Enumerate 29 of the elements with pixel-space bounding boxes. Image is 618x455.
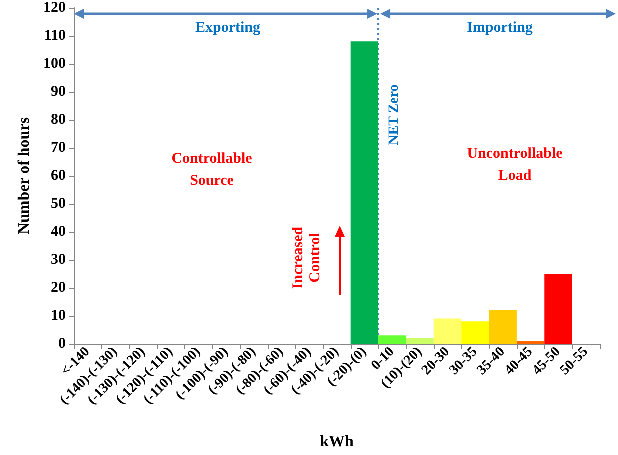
bar: [406, 338, 434, 344]
bar: [544, 274, 572, 344]
annotation: Increased Control: [290, 226, 324, 290]
y-tick-label: 80: [51, 112, 66, 128]
y-tick-label: 30: [51, 252, 66, 268]
y-tick-label: 20: [51, 280, 66, 296]
y-tick-label: 100: [44, 56, 66, 72]
annotation: Exporting: [195, 20, 261, 36]
annotation: Importing: [467, 20, 534, 36]
bar: [516, 341, 545, 344]
y-tick-label: 90: [51, 84, 66, 100]
x-axis-title: kWh: [320, 434, 354, 450]
y-tick-label: 50: [51, 196, 66, 212]
y-tick-label: 40: [51, 224, 66, 240]
bar: [462, 322, 490, 344]
y-tick-label: 0: [58, 336, 66, 352]
bar: [378, 336, 406, 344]
ref-line-label: NET Zero: [387, 84, 402, 146]
annotation: Controllable Source: [172, 151, 253, 189]
y-tick-label: 120: [44, 0, 66, 16]
y-axis-title: Number of hours: [16, 117, 34, 235]
y-tick-label: 70: [51, 140, 66, 156]
bar: [434, 318, 462, 344]
annotation: Uncontrollable Load: [467, 146, 564, 184]
bar: [350, 42, 379, 344]
y-tick-label: 60: [51, 168, 66, 184]
y-tick-label: 110: [44, 28, 66, 44]
bar: [489, 310, 517, 344]
y-tick-label: 10: [51, 308, 66, 324]
